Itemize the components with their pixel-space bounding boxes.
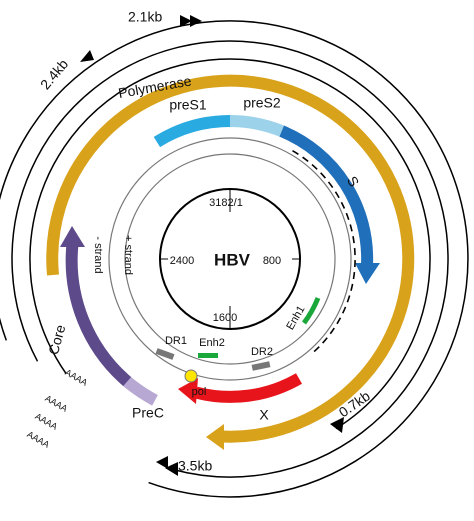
label: Enh2 xyxy=(199,337,225,349)
label: Enh1 xyxy=(284,304,307,332)
plus-strand-circle xyxy=(124,153,336,365)
arrowhead xyxy=(330,417,344,433)
label: HBV xyxy=(214,250,251,269)
arrowhead xyxy=(178,378,198,404)
label: AAAA xyxy=(43,393,69,414)
x-arc xyxy=(194,373,302,403)
s-arc xyxy=(279,125,374,266)
pres2-arc xyxy=(229,115,284,137)
label: 3182/1 xyxy=(209,197,243,209)
pol-dot xyxy=(184,369,198,383)
label: AAAA xyxy=(25,429,51,450)
dr2-mark xyxy=(251,361,271,371)
label: 800 xyxy=(263,255,281,267)
label: DR1 xyxy=(165,335,187,347)
label: PreC xyxy=(132,405,164,421)
transcript-0-7 xyxy=(29,58,431,430)
transcript-2-1 xyxy=(0,20,469,498)
pres1-arc xyxy=(153,115,231,148)
label: Core xyxy=(45,323,68,357)
minus-strand-circle xyxy=(108,137,352,381)
label: 2400 xyxy=(170,255,194,267)
arrowhead xyxy=(80,50,94,62)
label: 3.5kb xyxy=(178,458,212,474)
label: 1600 xyxy=(213,312,237,324)
prec-arc xyxy=(123,376,158,406)
label: preS2 xyxy=(243,95,281,111)
label: pol xyxy=(192,386,207,398)
label: AAAA xyxy=(33,411,59,432)
dr1-mark xyxy=(155,348,175,360)
label: 2.1kb xyxy=(128,9,162,25)
enh1-mark xyxy=(301,297,321,325)
core-arc xyxy=(65,244,132,387)
label: X xyxy=(259,407,269,423)
polymerase-arc xyxy=(46,74,415,443)
transcript-2-4 xyxy=(11,40,449,478)
arrowhead xyxy=(156,456,168,469)
label: preS1 xyxy=(169,97,207,113)
label: AAAA xyxy=(63,367,89,388)
arrowhead xyxy=(165,462,178,476)
label: DR2 xyxy=(251,346,273,358)
arrowhead xyxy=(355,263,380,284)
arrowhead xyxy=(180,15,192,27)
dashed-arc xyxy=(292,150,356,356)
arrowhead xyxy=(60,226,85,247)
label: - strand xyxy=(92,236,104,273)
enh2-mark xyxy=(198,353,218,358)
arrowhead xyxy=(190,15,202,27)
label: + strand xyxy=(122,235,134,275)
arrowhead xyxy=(206,424,224,450)
